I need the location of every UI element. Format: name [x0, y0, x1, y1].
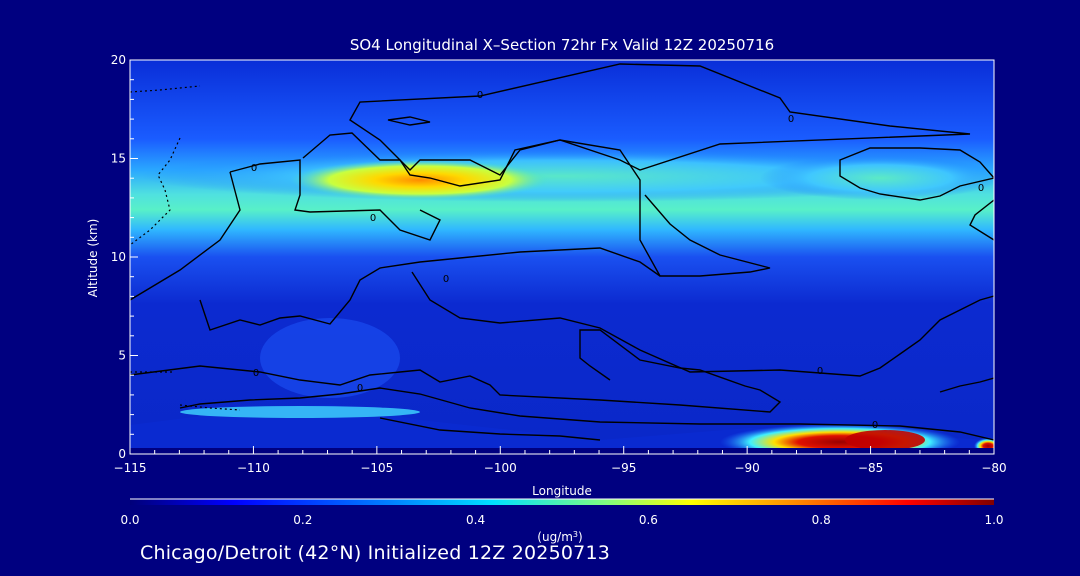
colorbar-tick-label: 0.8: [812, 513, 831, 527]
upper-hotspot: [290, 160, 550, 200]
colorbar-tick-label: 0.0: [120, 513, 139, 527]
x-axis: −115 −110 −105 −100 −95 −90 −85 −80: [114, 446, 1007, 475]
contour-label: 0: [817, 366, 823, 377]
colorbar-units-suffix: ): [578, 530, 583, 544]
colorbar-tick-label: 0.2: [293, 513, 312, 527]
contour-lines-dotted: [130, 85, 241, 411]
contour-line: [229, 159, 441, 241]
footer-caption: Chicago/Detroit (42°N) Initialized 12Z 2…: [140, 542, 611, 564]
contour-label: 0: [370, 213, 376, 224]
contour-label: 0: [872, 420, 878, 431]
ground: [130, 448, 994, 454]
x-tick-label: −105: [360, 461, 393, 475]
x-tick-label: −85: [858, 461, 883, 475]
contour-labels: 0 0 0 0 0 0 0 0 0 0: [251, 90, 984, 431]
contour-line: [179, 404, 241, 411]
contour-line: [130, 171, 241, 301]
contour-label: 0: [357, 383, 363, 394]
contour-line: [969, 199, 994, 241]
plot-background: [130, 60, 994, 454]
contour-line: [411, 271, 994, 377]
contour-line: [199, 247, 661, 331]
colorbar-ticks: 0.0 0.2 0.4 0.6 0.8 1.0: [120, 513, 1003, 527]
colorbar-tick-label: 1.0: [984, 513, 1003, 527]
lower-left-blob: [260, 318, 400, 398]
contour-line: [130, 85, 201, 93]
y-axis: 0 5 10 15 20: [111, 53, 138, 461]
x-tick-label: −100: [484, 461, 517, 475]
chart-title: SO4 Longitudinal X–Section 72hr Fx Valid…: [350, 36, 774, 54]
plot-area: 0 0 0 0 0 0 0 0 0 0: [130, 60, 994, 454]
contour-label: 0: [443, 274, 449, 285]
colorbar-tick-label: 0.6: [639, 513, 658, 527]
contour-line: [939, 377, 994, 393]
x-tick-label: −90: [734, 461, 759, 475]
contour-line: [179, 387, 994, 441]
contour-label: 0: [477, 90, 483, 101]
colorbar-units-prefix: (ug/m: [537, 530, 573, 544]
contour-line: [349, 63, 971, 176]
contour-label: 0: [253, 368, 259, 379]
upper-band-glow-east: [760, 156, 994, 200]
contour-line: [379, 417, 601, 441]
contour-lines: [130, 63, 994, 441]
y-tick-label: 10: [111, 250, 126, 264]
contour-label: 0: [251, 163, 257, 174]
y-tick-label: 15: [111, 152, 126, 166]
surface-cyan-streak: [180, 406, 420, 418]
x-tick-label: −110: [237, 461, 270, 475]
y-axis-label: Altitude (km): [86, 219, 100, 298]
x-axis-label: Longitude: [532, 484, 592, 498]
lower-hotspot-core-2: [845, 430, 925, 450]
x-tick-label: −115: [114, 461, 147, 475]
contour-label: 0: [788, 114, 794, 125]
contour-line: [839, 147, 994, 201]
y-tick-label: 0: [118, 447, 126, 461]
y-tick-label: 20: [111, 53, 126, 67]
contour-line: [130, 329, 782, 413]
contour-label: 0: [978, 183, 984, 194]
contour-line: [387, 116, 431, 126]
colorbar-tick-label: 0.4: [466, 513, 485, 527]
y-tick-label: 5: [118, 349, 126, 363]
x-tick-label: −80: [981, 461, 1006, 475]
colorbar-units: (ug/m3): [537, 530, 582, 545]
x-tick-label: −95: [611, 461, 636, 475]
contour-line: [302, 132, 771, 277]
colorbar: [130, 499, 994, 505]
colorbar-units-sup: 3: [573, 530, 578, 539]
